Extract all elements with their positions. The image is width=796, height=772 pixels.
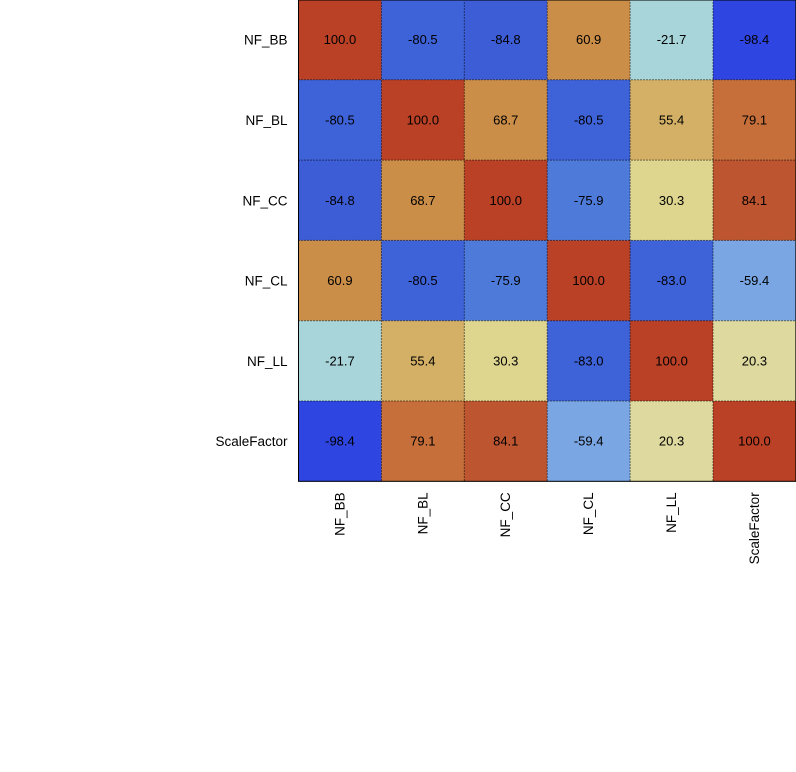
heatmap-cell-r3-c3 bbox=[547, 240, 631, 322]
heatmap-cell-r5-c1 bbox=[381, 401, 465, 482]
row-tick-label: NF_BL bbox=[245, 113, 288, 128]
heatmap-cell-r2-c2 bbox=[464, 160, 548, 241]
heatmap-cell-r1-c0 bbox=[298, 79, 382, 161]
cell-value-label: -98.4 bbox=[740, 32, 770, 47]
heatmap-cells bbox=[298, 0, 796, 482]
column-tick-label: ScaleFactor bbox=[747, 492, 762, 565]
heatmap-cell-r3-c2 bbox=[464, 240, 548, 322]
cell-value-label: 68.7 bbox=[493, 112, 518, 127]
cell-value-label: 100.0 bbox=[407, 112, 440, 127]
cell-value-label: -80.5 bbox=[325, 112, 355, 127]
cell-value-label: -80.5 bbox=[408, 273, 438, 288]
cell-value-label: 20.3 bbox=[742, 353, 767, 368]
heatmap-cell-r5-c4 bbox=[630, 401, 714, 482]
heatmap-cell-r3-c4 bbox=[630, 240, 714, 322]
heatmap-cell-r5-c2 bbox=[464, 401, 548, 482]
cell-value-label: 79.1 bbox=[410, 434, 435, 449]
heatmap-grid bbox=[298, 0, 796, 482]
cell-value-label: -21.7 bbox=[657, 32, 687, 47]
cell-value-label: 84.1 bbox=[493, 434, 518, 449]
cell-value-label: -59.4 bbox=[574, 434, 604, 449]
heatmap-cell-r4-c2 bbox=[464, 320, 548, 402]
cell-value-label: 79.1 bbox=[742, 112, 767, 127]
cell-value-label: -80.5 bbox=[408, 32, 438, 47]
column-tick-label: NF_LL bbox=[664, 492, 679, 533]
cell-value-label: 68.7 bbox=[410, 193, 435, 208]
heatmap-cell-r0-c2 bbox=[464, 0, 548, 81]
heatmap-cell-r4-c4 bbox=[630, 320, 714, 402]
cell-value-label: -98.4 bbox=[325, 434, 355, 449]
column-tick-label: NF_CC bbox=[498, 492, 513, 537]
cell-value-label: 100.0 bbox=[489, 193, 522, 208]
cell-value-label: -84.8 bbox=[325, 193, 355, 208]
heatmap-cell-r3-c0 bbox=[298, 240, 382, 322]
heatmap-cell-r2-c1 bbox=[381, 160, 465, 241]
cell-value-label: -21.7 bbox=[325, 353, 355, 368]
row-tick-labels: NF_BB NF_BL NF_CC NF_CL NF_LL ScaleFactor bbox=[215, 33, 288, 449]
heatmap-cell-r5-c0 bbox=[298, 401, 382, 482]
row-tick-label: NF_CL bbox=[245, 274, 288, 289]
column-tick-label: NF_BB bbox=[332, 492, 347, 536]
heatmap-cell-labels: 100.0 -80.5 -84.8 60.9 -21.7 -98.4 -80.5 100.0 6… bbox=[324, 32, 771, 449]
heatmap-cell-r1-c5 bbox=[713, 79, 796, 161]
heatmap-cell-r0-c5 bbox=[713, 0, 796, 81]
heatmap-cell-r0-c0 bbox=[298, 0, 382, 81]
heatmap-cell-r4-c5 bbox=[713, 320, 796, 402]
cell-value-label: 30.3 bbox=[493, 353, 518, 368]
row-tick-label: NF_LL bbox=[247, 354, 288, 369]
cell-value-label: -80.5 bbox=[574, 112, 604, 127]
cell-value-label: 30.3 bbox=[659, 193, 684, 208]
cell-value-label: 60.9 bbox=[327, 273, 352, 288]
column-tick-label: NF_CL bbox=[581, 492, 596, 535]
cell-value-label: -83.0 bbox=[574, 353, 604, 368]
heatmap-cell-r1-c1 bbox=[381, 79, 465, 161]
cell-value-label: 100.0 bbox=[324, 32, 357, 47]
heatmap-cell-r5-c3 bbox=[547, 401, 631, 482]
row-tick-label: NF_BB bbox=[244, 33, 288, 48]
heatmap-cell-r1-c3 bbox=[547, 79, 631, 161]
heatmap-cell-r1-c2 bbox=[464, 79, 548, 161]
heatmap-cell-r2-c3 bbox=[547, 160, 631, 241]
cell-value-label: 100.0 bbox=[572, 273, 605, 288]
heatmap-cell-r5-c5 bbox=[713, 401, 796, 482]
heatmap-cell-r4-c0 bbox=[298, 320, 382, 402]
cell-value-label: -59.4 bbox=[740, 273, 770, 288]
heatmap-cell-r4-c1 bbox=[381, 320, 465, 402]
heatmap-cell-r0-c4 bbox=[630, 0, 714, 81]
cell-value-label: -75.9 bbox=[574, 193, 604, 208]
heatmap-cell-r4-c3 bbox=[547, 320, 631, 402]
heatmap-cell-r2-c4 bbox=[630, 160, 714, 241]
row-tick-label: ScaleFactor bbox=[215, 434, 288, 449]
heatmap-cell-r2-c0 bbox=[298, 160, 382, 241]
cell-value-label: 55.4 bbox=[659, 112, 684, 127]
heatmap-cell-r0-c1 bbox=[381, 0, 465, 81]
cell-value-label: 100.0 bbox=[738, 434, 771, 449]
cell-value-label: 20.3 bbox=[659, 434, 684, 449]
heatmap-cell-r2-c5 bbox=[713, 160, 796, 241]
heatmap-cell-r1-c4 bbox=[630, 79, 714, 161]
cell-value-label: 55.4 bbox=[410, 353, 435, 368]
column-tick-label: NF_BL bbox=[415, 492, 430, 535]
heatmap-cell-r3-c1 bbox=[381, 240, 465, 322]
heatmap-cell-r0-c3 bbox=[547, 0, 631, 81]
cell-value-label: -83.0 bbox=[657, 273, 687, 288]
row-tick-label: NF_CC bbox=[242, 193, 287, 208]
cell-value-label: -75.9 bbox=[491, 273, 521, 288]
cell-value-label: 84.1 bbox=[742, 193, 767, 208]
cell-value-label: 60.9 bbox=[576, 32, 601, 47]
heatmap-cell-r3-c5 bbox=[713, 240, 796, 322]
column-tick-labels: NF_BB NF_BL NF_CC NF_CL NF_LL ScaleFactor bbox=[332, 492, 762, 565]
cell-value-label: -84.8 bbox=[491, 32, 521, 47]
cell-value-label: 100.0 bbox=[655, 353, 688, 368]
